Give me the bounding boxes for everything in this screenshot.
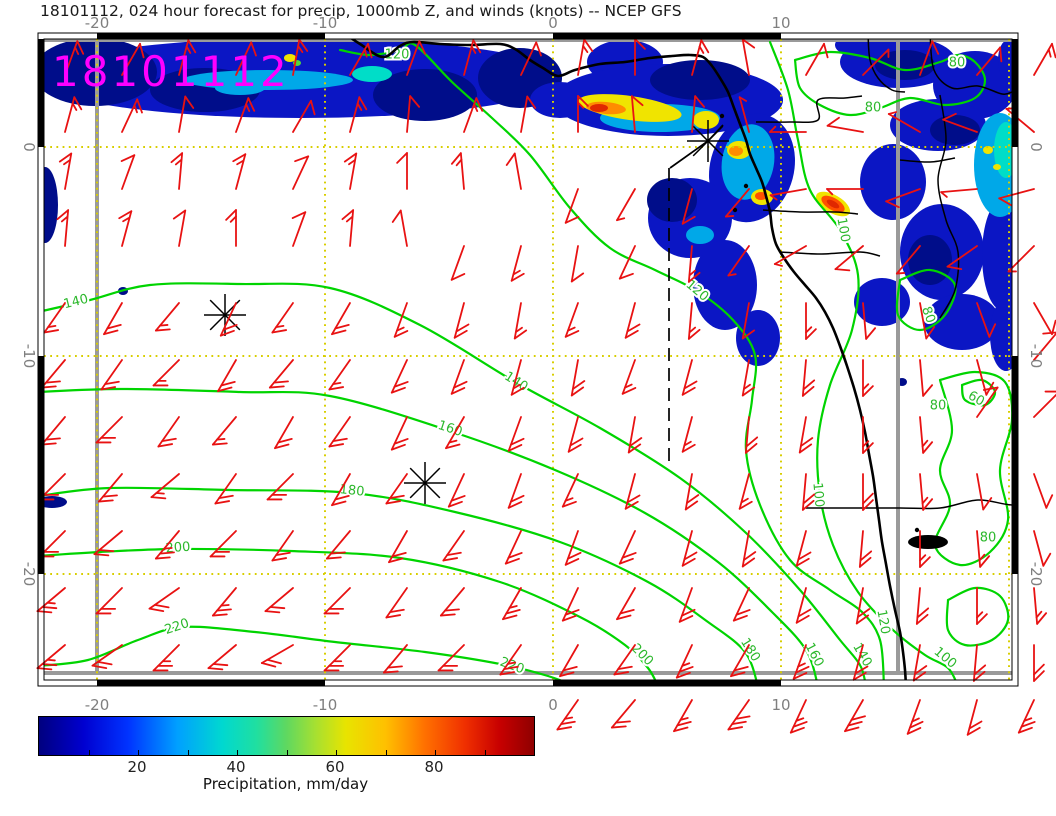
coastline-and-borders [350,39,1012,680]
latlon-gridlines [44,39,1012,680]
svg-text:0: 0 [20,142,38,152]
svg-text:120: 120 [385,48,410,63]
svg-text:80: 80 [980,531,997,546]
svg-text:80: 80 [930,399,947,414]
svg-text:80: 80 [865,101,882,116]
svg-text:120: 120 [873,608,892,635]
colorbar-tick-label: 80 [424,758,444,776]
svg-text:-20: -20 [85,696,110,714]
map-neatline-border [37,32,1019,687]
colorbar-caption: Precipitation, mm/day [202,775,369,793]
wind-barbs [36,38,1056,736]
colorbar-tick [88,750,90,755]
asterisk-markers [204,120,729,504]
colorbar-tick-label: 60 [325,758,345,776]
svg-text:-10: -10 [313,14,338,32]
colorbar-tick-label: 40 [226,758,246,776]
svg-text:-20: -20 [85,14,110,32]
svg-text:0: 0 [548,14,558,32]
colorbar-tick [336,750,337,755]
colorbar-tick [484,750,486,755]
colorbar-tick [435,750,436,755]
map-background [44,39,1012,680]
svg-text:100: 100 [809,482,826,508]
axis-tick-labels: -20 -10 0 10-20 -10 0 100-10-200-10-20 [20,14,1045,714]
precip-colorbar [38,716,535,756]
svg-text:80: 80 [949,56,966,71]
colorbar-tick [286,750,288,755]
svg-text:100: 100 [833,216,852,243]
colorbar-tick [385,750,387,755]
svg-text:-20: -20 [1027,562,1045,587]
colorbar-tick [187,750,189,755]
colorbar-tick [138,750,139,755]
svg-text:-10: -10 [20,344,38,369]
colorbar-tick [237,750,238,755]
plot-title: 18101112, 024 hour forecast for precip, … [40,2,682,20]
svg-text:-10: -10 [1027,344,1045,369]
svg-text:-20: -20 [20,562,38,587]
svg-text:10: 10 [771,14,790,32]
datestamp-text: 18101112 [52,47,290,96]
colorbar-tick-label: 20 [127,758,147,776]
svg-text:0: 0 [548,696,558,714]
svg-text:10: 10 [771,696,790,714]
svg-text:-10: -10 [313,696,338,714]
svg-text:0: 0 [1027,142,1045,152]
